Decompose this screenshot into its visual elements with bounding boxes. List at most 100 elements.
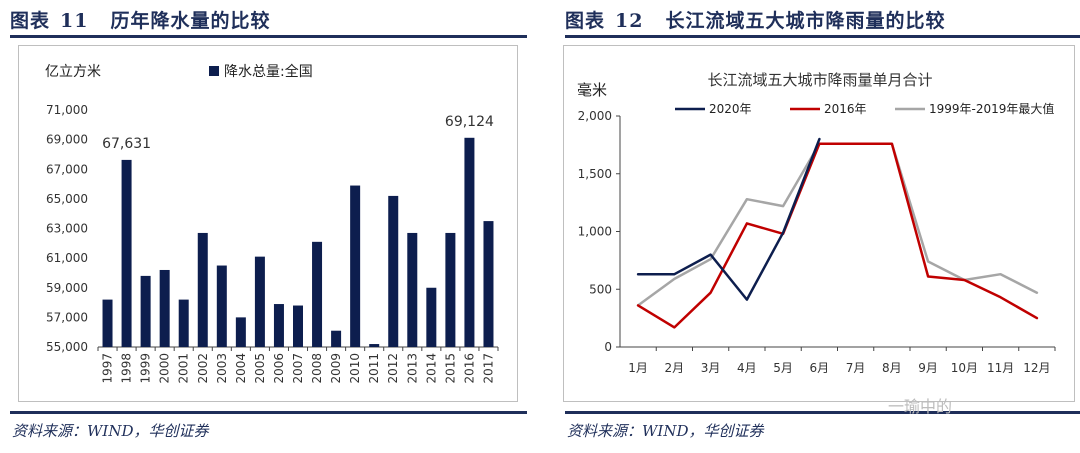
bar-2014 — [426, 287, 437, 347]
left-figure-number: 11 — [60, 10, 89, 32]
right-figure-title: 图表 12 长江流域五大城市降雨量的比较 — [565, 6, 945, 33]
bar-2008 — [312, 241, 323, 347]
right-title-rule — [565, 35, 1080, 38]
bar-2000 — [159, 269, 170, 347]
left-chart-frame — [18, 45, 518, 402]
right-source-rule — [565, 411, 1080, 414]
bar-x-tick-label: 2008 — [310, 353, 324, 384]
bar-x-tick-label: 2000 — [158, 353, 172, 384]
bar-x-tick-label: 2013 — [405, 353, 419, 384]
line-x-tick-label: 4月 — [737, 361, 757, 375]
line-y-tick-label: 500 — [589, 282, 612, 296]
bar-y-tick-label: 61,000 — [46, 251, 88, 265]
bar-x-tick-label: 1998 — [120, 353, 134, 384]
bar-y-tick-label: 59,000 — [46, 281, 88, 295]
bar-2010 — [350, 185, 361, 347]
left-title-rule — [10, 35, 527, 38]
watermark-text: 一瑜中的 — [888, 397, 953, 416]
bar-x-tick-label: 2001 — [177, 353, 191, 384]
bar-x-tick-label: 2002 — [196, 353, 210, 384]
right-figure-panel: 图表 12 长江流域五大城市降雨量的比较 长江流域五大城市降雨量单月合计毫米 2020… — [555, 0, 1080, 453]
bar-x-tick-label: 2017 — [481, 353, 495, 384]
bar-x-tick-label: 1997 — [101, 353, 115, 384]
bar-2012 — [388, 195, 399, 347]
bar-2006 — [273, 304, 284, 347]
bar-y-tick-label: 55,000 — [46, 340, 88, 354]
right-figure-caption: 长江流域五大城市降雨量的比较 — [665, 10, 946, 32]
line-x-tick-label: 3月 — [701, 361, 721, 375]
line-y-tick-label: 0 — [604, 340, 612, 354]
bar-2003 — [216, 265, 227, 347]
bar-2017 — [483, 221, 494, 347]
bar-x-tick-label: 2015 — [443, 353, 457, 384]
right-figure-number: 12 — [615, 10, 644, 32]
line-x-tick-label: 2月 — [665, 361, 685, 375]
bar-y-axis-unit: 亿立方米 — [45, 64, 101, 80]
bar-y-tick-label: 65,000 — [46, 192, 88, 206]
bar-2002 — [197, 232, 208, 347]
bar-x-tick-label: 2004 — [234, 353, 248, 384]
right-figure-label: 图表 — [565, 10, 606, 32]
bar-2016 — [464, 137, 475, 347]
bar-x-tick-label: 2006 — [272, 353, 286, 384]
line-x-tick-label: 8月 — [882, 361, 902, 375]
bar-legend-label: 降水总量:全国 — [224, 63, 313, 80]
bar-1999 — [140, 275, 151, 347]
bar-y-tick-label: 71,000 — [46, 103, 88, 117]
line-legend-label: 2020年 — [709, 102, 752, 116]
bar-2013 — [407, 232, 418, 347]
line-y-axis-unit: 毫米 — [577, 81, 607, 99]
left-source-note: 资料来源：WIND，华创证券 — [12, 422, 209, 440]
bar-x-tick-label: 1999 — [139, 353, 153, 384]
line-legend-label: 2016年 — [824, 102, 867, 116]
line-y-tick-label: 1,500 — [578, 167, 612, 181]
bar-x-tick-label: 2011 — [367, 353, 381, 384]
bar-chart: 亿立方米 降水总量:全国 55,000 57,000 59,000 61,000 63,00… — [45, 63, 499, 384]
line-legend-label: 1999年-2019年最大值 — [929, 101, 1054, 116]
series-line-max — [636, 142, 1039, 307]
bar-x-tick-label: 2012 — [386, 353, 400, 384]
bar-x-tick-label: 2007 — [291, 353, 305, 384]
line-x-tick-label: 12月 — [1023, 361, 1050, 375]
bar-2011 — [369, 344, 380, 347]
series-line-2020 — [636, 137, 821, 301]
bar-y-tick-label: 69,000 — [46, 133, 88, 147]
line-x-tick-label: 5月 — [773, 361, 793, 375]
bar-2009 — [331, 330, 342, 347]
bar-x-tick-label: 2003 — [215, 353, 229, 384]
bar-1998 — [121, 159, 132, 347]
line-x-tick-label: 6月 — [810, 361, 830, 375]
bar-y-tick-label: 67,000 — [46, 162, 88, 176]
bar-2015 — [445, 232, 456, 347]
bar-data-label: 67,631 — [102, 136, 151, 152]
left-figure-panel: 图表 11 历年降水量的比较 亿立方米 降水总量:全国 55,000 57,000 59,0… — [0, 0, 527, 453]
bar-x-tick-label: 2016 — [462, 353, 476, 384]
bar-2005 — [254, 256, 265, 347]
bar-y-tick-label: 57,000 — [46, 310, 88, 324]
left-figure-title: 图表 11 历年降水量的比较 — [10, 6, 270, 33]
line-y-tick-label: 2,000 — [578, 109, 612, 123]
line-x-tick-label: 10月 — [951, 361, 978, 375]
left-figure-label: 图表 — [10, 10, 51, 32]
series-line-2016 — [636, 142, 1039, 329]
bar-x-tick-label: 2009 — [329, 353, 343, 384]
bar-x-tick-label: 2014 — [424, 353, 438, 384]
bar-2004 — [235, 317, 246, 347]
line-chart-title: 长江流域五大城市降雨量单月合计 — [707, 71, 932, 89]
right-source-note: 资料来源：WIND，华创证券 — [567, 422, 764, 440]
right-chart-frame — [563, 45, 1075, 402]
line-x-tick-label: 7月 — [846, 361, 866, 375]
left-figure-caption: 历年降水量的比较 — [110, 10, 271, 32]
line-x-tick-label: 1月 — [628, 361, 648, 375]
bar-x-tick-label: 2005 — [253, 353, 267, 384]
bar-data-label: 69,124 — [445, 114, 494, 130]
line-x-tick-label: 11月 — [987, 361, 1014, 375]
line-x-tick-label: 9月 — [918, 361, 938, 375]
bar-1997 — [102, 299, 113, 347]
line-y-tick-label: 1,000 — [578, 225, 612, 239]
bar-y-tick-label: 63,000 — [46, 222, 88, 236]
left-source-rule — [10, 411, 527, 414]
bar-2007 — [293, 305, 303, 347]
bar-legend-swatch — [209, 66, 219, 76]
